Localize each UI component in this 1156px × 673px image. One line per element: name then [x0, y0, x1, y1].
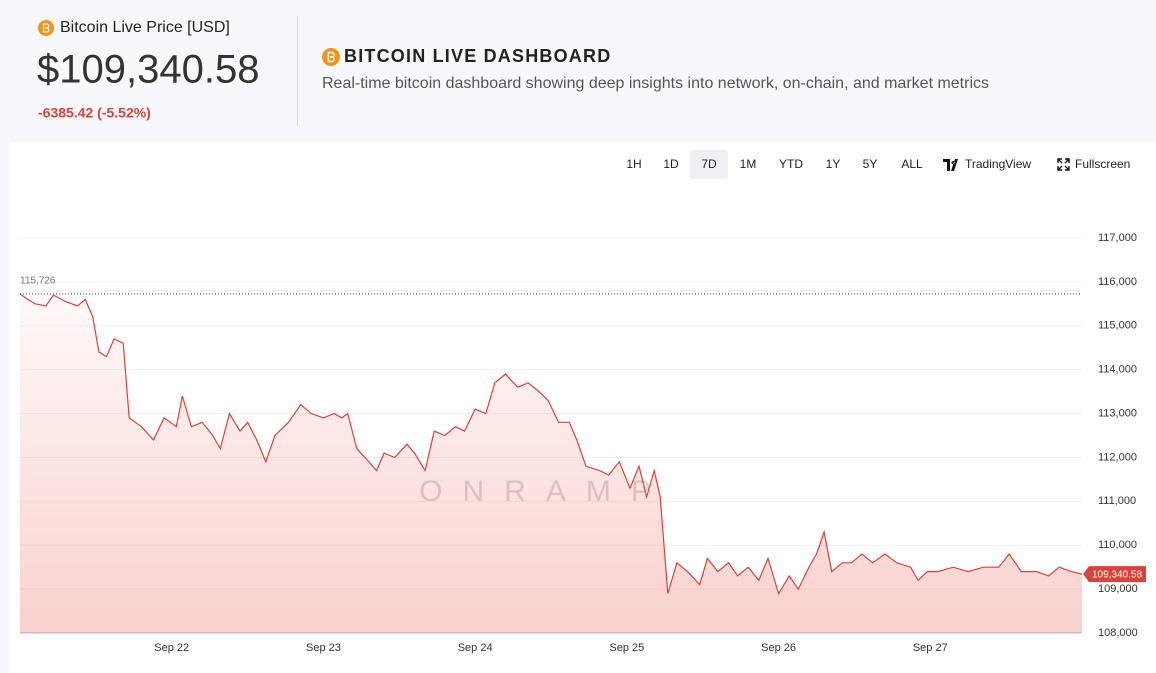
fullscreen-button[interactable]: Fullscreen [1057, 157, 1130, 171]
btc-icon [38, 20, 54, 36]
price-title: Bitcoin Live Price [USD] [60, 19, 230, 36]
y-tick-label: 112,000 [1098, 451, 1137, 463]
y-tick-label: 117,000 [1098, 232, 1137, 244]
range-button-label: 1H [626, 157, 641, 171]
x-tick-label: Sep 26 [761, 642, 796, 654]
range-button-label: 1M [740, 157, 757, 171]
range-button-label: YTD [779, 157, 803, 171]
price-value: $109,340.58 [37, 48, 259, 92]
last-price-tag [1083, 566, 1146, 583]
range-button-label: 1D [663, 157, 679, 171]
btc-icon [322, 48, 340, 66]
tradingview-label: TradingView [965, 157, 1031, 171]
dashboard-subtitle: Real-time bitcoin dashboard showing deep… [322, 75, 989, 92]
price-change: -6385.42 (-5.52%) [38, 105, 151, 121]
tradingview-button[interactable]: TradingView [943, 157, 1031, 171]
x-tick-label: Sep 25 [609, 642, 644, 654]
x-tick-label: Sep 23 [306, 642, 341, 654]
reference-label: 115,726 [20, 276, 56, 287]
area-fill [20, 293, 1082, 633]
range-button[interactable]: 7D [690, 150, 728, 179]
range-button[interactable]: ALL [901, 157, 923, 171]
range-button-label: 5Y [863, 157, 878, 171]
range-button-label: 1Y [826, 157, 841, 171]
toolbar: 1H 1D 7D 1M YTD 1Y 5Y ALL TradingView Fullscreen [626, 150, 1130, 179]
y-tick-label: 115,000 [1098, 320, 1137, 332]
y-tick-label: 110,000 [1098, 539, 1137, 551]
price-line [19, 293, 1083, 595]
range-button[interactable]: 1M [740, 157, 757, 171]
range-button-active [690, 150, 728, 179]
range-button[interactable]: 1Y [826, 157, 841, 171]
range-button-label: ALL [901, 157, 923, 171]
fullscreen-icon [1057, 158, 1070, 171]
x-tick-label: Sep 24 [458, 642, 493, 654]
fullscreen-label: Fullscreen [1075, 157, 1130, 171]
range-button-label: 7D [701, 157, 717, 171]
dashboard-title: BITCOIN LIVE DASHBOARD [344, 46, 611, 66]
range-button[interactable]: YTD [779, 157, 803, 171]
y-tick-label: 111,000 [1098, 495, 1136, 507]
range-button[interactable]: 1D [663, 157, 679, 171]
chart: ONRAMP108,000109,000110,000111,000112,00… [19, 232, 1146, 654]
y-tick-label: 108,000 [1098, 627, 1138, 639]
y-tick-label: 116,000 [1098, 276, 1137, 288]
range-button[interactable]: 1H [626, 157, 641, 171]
y-tick-label: 109,000 [1098, 583, 1138, 595]
x-tick-label: Sep 22 [154, 642, 189, 654]
tradingview-icon [943, 159, 958, 171]
y-tick-label: 113,000 [1098, 407, 1137, 419]
range-button[interactable]: 5Y [863, 157, 878, 171]
y-tick-label: 114,000 [1098, 364, 1137, 376]
x-tick-label: Sep 27 [913, 642, 948, 654]
last-price-label: 109,340.58 [1092, 569, 1142, 580]
